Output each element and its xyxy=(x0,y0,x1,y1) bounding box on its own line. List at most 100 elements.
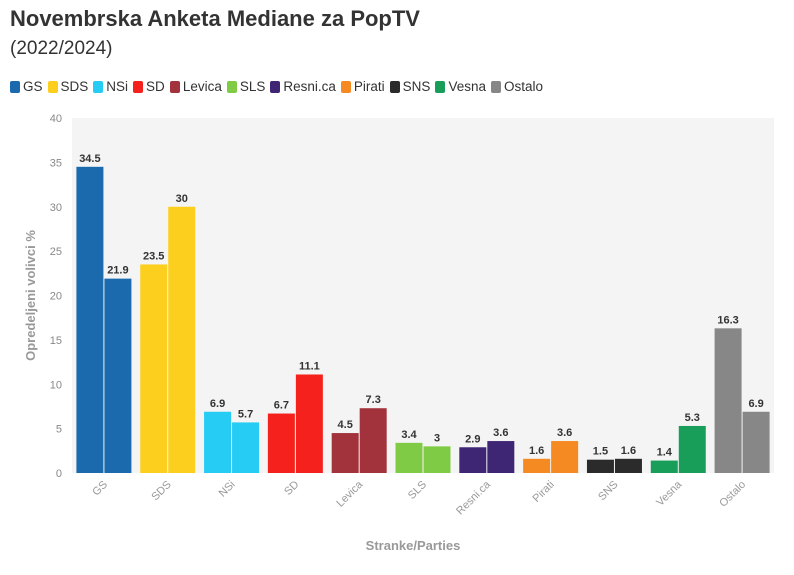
data-label: 6.9 xyxy=(748,398,763,410)
bar xyxy=(168,206,196,473)
x-tick-label: Resni.ca xyxy=(454,478,493,517)
bar xyxy=(267,413,295,473)
legend-swatch xyxy=(226,80,237,93)
y-tick-label: 5 xyxy=(56,424,62,436)
y-tick-label: 15 xyxy=(50,335,62,347)
data-label: 21.9 xyxy=(107,265,128,277)
legend-swatch xyxy=(435,80,446,93)
x-tick-label: SNS xyxy=(596,479,620,503)
legend-item[interactable]: Levica xyxy=(169,79,222,94)
bar xyxy=(359,408,387,473)
legend-label: SNS xyxy=(402,79,431,94)
legend-item[interactable]: Resni.ca xyxy=(270,79,336,94)
bar xyxy=(678,425,706,473)
x-tick-label: SD xyxy=(282,479,301,498)
bar xyxy=(714,328,742,473)
data-label: 4.5 xyxy=(338,419,353,431)
y-tick-label: 40 xyxy=(50,113,62,125)
legend-swatch xyxy=(270,80,281,93)
x-tick-label: Pirati xyxy=(531,479,557,505)
data-label: 30 xyxy=(176,193,188,205)
bar xyxy=(395,442,423,473)
legend-label: Pirati xyxy=(353,79,385,94)
x-tick-label: GS xyxy=(90,479,110,499)
x-tick-label: Levica xyxy=(334,478,366,510)
legend-item[interactable]: SD xyxy=(133,79,165,94)
data-label: 5.3 xyxy=(685,412,700,424)
data-label: 2.9 xyxy=(465,433,480,445)
bar xyxy=(104,278,132,473)
data-label: 1.6 xyxy=(529,445,544,457)
data-label: 7.3 xyxy=(366,394,381,406)
bar xyxy=(650,460,678,473)
data-label: 34.5 xyxy=(79,153,100,165)
bar xyxy=(742,411,770,473)
y-tick-label: 20 xyxy=(50,291,62,303)
x-tick-label: Vesna xyxy=(654,478,685,509)
data-label: 3.6 xyxy=(493,427,508,439)
legend-item[interactable]: Ostalo xyxy=(490,79,544,94)
data-label: 11.1 xyxy=(299,360,320,372)
x-tick-label: SLS xyxy=(406,479,429,502)
bar xyxy=(140,264,168,473)
y-tick-label: 30 xyxy=(50,202,62,214)
y-tick-label: 35 xyxy=(50,157,62,169)
legend-swatch xyxy=(93,80,104,93)
data-label: 6.9 xyxy=(210,398,225,410)
legend-swatch xyxy=(389,80,400,93)
legend-label: Ostalo xyxy=(503,79,544,94)
x-tick-label: Ostalo xyxy=(717,479,748,510)
legend-swatch xyxy=(340,80,351,93)
chart-title: Novembrska Anketa Mediane za PopTV xyxy=(10,6,420,31)
x-axis-title: Stranke/Parties xyxy=(366,538,461,553)
bar xyxy=(423,446,451,473)
bar xyxy=(459,447,487,473)
data-label: 1.5 xyxy=(593,446,608,458)
legend-item[interactable]: Vesna xyxy=(435,79,486,94)
bar xyxy=(295,374,323,473)
x-tick-label: NSi xyxy=(217,479,238,500)
legend-swatch xyxy=(169,80,180,93)
legend-item[interactable]: NSi xyxy=(93,79,128,94)
legend: GS SDS NSi SD Levica SLS Resni.ca Pirati SNS Vesn… xyxy=(10,79,548,94)
bar xyxy=(487,441,515,473)
legend-item[interactable]: SDS xyxy=(47,79,89,94)
data-label: 23.5 xyxy=(143,250,164,262)
bar xyxy=(331,433,359,473)
data-label: 3 xyxy=(434,432,440,444)
legend-item[interactable]: SLS xyxy=(226,79,266,94)
chart-subtitle: (2022/2024) xyxy=(10,38,113,59)
x-tick-label: SDS xyxy=(149,479,173,503)
legend-label: SD xyxy=(146,79,165,94)
legend-label: Resni.ca xyxy=(283,79,336,94)
bar xyxy=(204,411,232,473)
bar xyxy=(232,422,260,473)
bar xyxy=(523,458,551,473)
data-label: 1.4 xyxy=(657,447,673,459)
bar xyxy=(76,166,104,473)
legend-label: SDS xyxy=(60,79,89,94)
y-tick-label: 25 xyxy=(50,246,62,258)
legend-swatch xyxy=(133,80,144,93)
bar xyxy=(586,459,614,473)
data-label: 16.3 xyxy=(717,314,738,326)
data-label: 5.7 xyxy=(238,408,253,420)
bar xyxy=(551,441,579,473)
legend-item[interactable]: GS xyxy=(10,79,43,94)
data-label: 3.6 xyxy=(557,427,572,439)
data-label: 3.4 xyxy=(401,429,417,441)
legend-swatch xyxy=(490,80,501,93)
legend-label: Levica xyxy=(182,79,222,94)
y-tick-label: 0 xyxy=(56,468,62,480)
legend-label: Vesna xyxy=(448,79,486,94)
data-label: 6.7 xyxy=(274,400,289,412)
y-axis-title: Opredeljeni volivci % xyxy=(23,230,38,361)
legend-label: SLS xyxy=(239,79,266,94)
legend-item[interactable]: SNS xyxy=(389,79,431,94)
legend-swatch xyxy=(47,80,58,93)
legend-swatch xyxy=(10,80,20,93)
legend-label: GS xyxy=(23,79,43,94)
data-label: 1.6 xyxy=(621,445,636,457)
legend-item[interactable]: Pirati xyxy=(340,79,385,94)
